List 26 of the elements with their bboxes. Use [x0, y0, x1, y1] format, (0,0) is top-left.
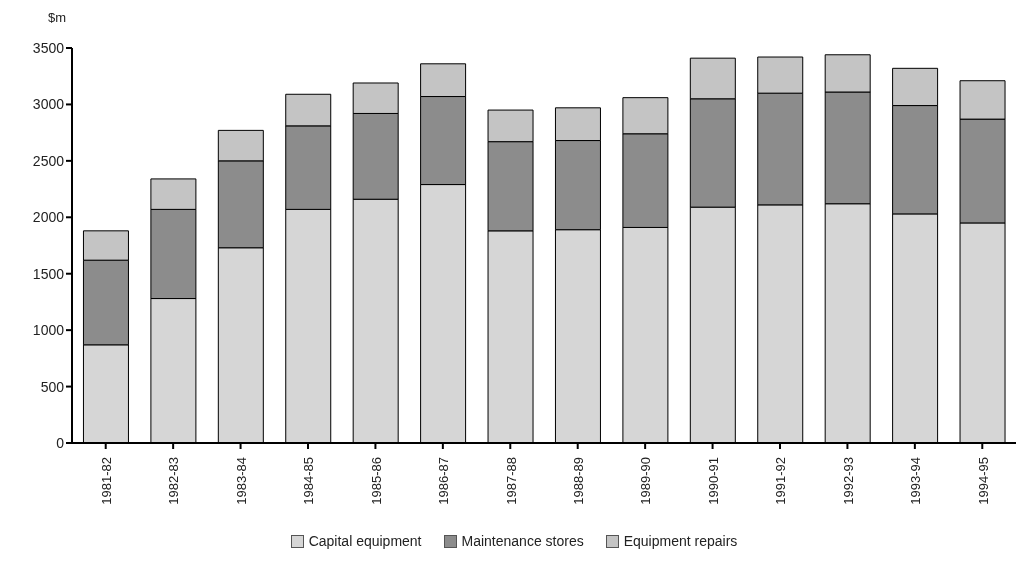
x-tick-label: 1982-83 [166, 457, 182, 505]
y-tick-label: 0 [56, 434, 65, 451]
x-tick-label: 1981-82 [98, 457, 114, 505]
x-tick-label: 1994-95 [975, 457, 991, 505]
y-axis-title: $m [48, 10, 67, 25]
x-tick-label: 1988-89 [570, 457, 586, 505]
x-tick-label: 1993-94 [908, 457, 924, 505]
x-tick-label: 1983-84 [233, 457, 249, 505]
x-tick-label: 1985-86 [368, 457, 384, 505]
y-tick-label: 2000 [32, 209, 65, 226]
y-tick-label: 1000 [32, 322, 65, 339]
y-tick-label: 500 [40, 378, 65, 395]
legend-label: Capital equipment [308, 533, 422, 549]
y-tick-label: 1500 [32, 265, 65, 282]
x-tick-label: 1991-92 [773, 457, 789, 505]
x-tick-label: 1984-85 [301, 457, 317, 505]
x-tick-label: 1986-87 [436, 457, 452, 505]
legend-label: Maintenance stores [461, 533, 584, 549]
x-tick-label: 1987-88 [503, 457, 519, 505]
y-tick-label: 3000 [32, 96, 65, 113]
x-tick-label: 1992-93 [840, 457, 856, 505]
y-tick-label: 2500 [32, 152, 65, 169]
x-tick-label: 1989-90 [638, 457, 654, 505]
legend-label: Equipment repairs [623, 533, 738, 549]
x-tick-label: 1990-91 [705, 457, 721, 505]
y-tick-label: 3500 [32, 39, 65, 56]
